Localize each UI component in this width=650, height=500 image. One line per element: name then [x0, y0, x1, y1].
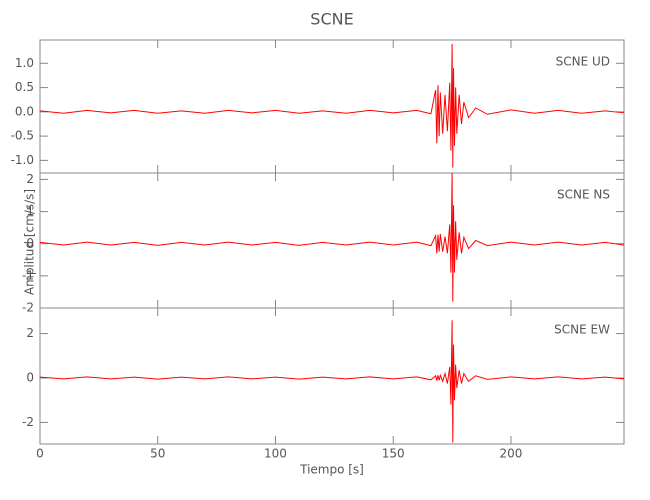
panel-label: SCNE UD	[556, 55, 610, 69]
y-tick-label: 0	[26, 371, 34, 385]
x-axis-label: Tiempo [s]	[299, 463, 364, 477]
y-tick-label: 1	[26, 204, 34, 218]
panel-label: SCNE NS	[557, 188, 610, 202]
x-tick-label: 50	[150, 447, 165, 461]
y-tick-label: 0.5	[15, 80, 34, 94]
y-tick-label: -0.5	[11, 129, 34, 143]
y-tick-label: 0.0	[15, 104, 34, 118]
y-tick-label: 0	[26, 236, 34, 250]
panel-label: SCNE EW	[554, 323, 610, 337]
x-tick-label: 150	[382, 447, 405, 461]
x-tick-label: 100	[264, 447, 287, 461]
panel-frame	[39, 39, 625, 174]
panel-frame	[39, 172, 625, 309]
panel-frame	[39, 307, 625, 445]
waveform	[39, 172, 625, 302]
y-tick-label: -1	[22, 268, 34, 282]
y-tick-label: 2	[26, 172, 34, 186]
y-tick-label: -2	[22, 301, 34, 315]
y-tick-label: -2	[22, 415, 34, 429]
x-tick-label: 200	[500, 447, 523, 461]
y-tick-label: -1.0	[11, 153, 34, 167]
y-axis-label: Amplitud [cm/s/s]	[23, 189, 37, 295]
x-tick-label: 0	[36, 447, 44, 461]
waveform	[39, 320, 625, 443]
y-tick-label: 2	[26, 326, 34, 340]
waveform	[39, 43, 625, 168]
y-tick-label: 1.0	[15, 56, 34, 70]
chart-title: SCNE	[310, 10, 353, 29]
